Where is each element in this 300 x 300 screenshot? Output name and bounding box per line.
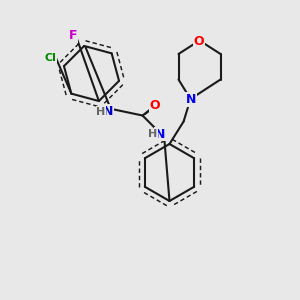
Text: N: N — [155, 128, 165, 141]
Text: O: O — [193, 35, 204, 48]
Text: H: H — [148, 129, 158, 139]
Text: F: F — [69, 29, 77, 42]
Text: N: N — [103, 105, 113, 118]
Text: O: O — [150, 99, 160, 112]
Text: H: H — [96, 106, 105, 117]
Text: N: N — [186, 93, 196, 106]
Text: Cl: Cl — [44, 52, 56, 63]
